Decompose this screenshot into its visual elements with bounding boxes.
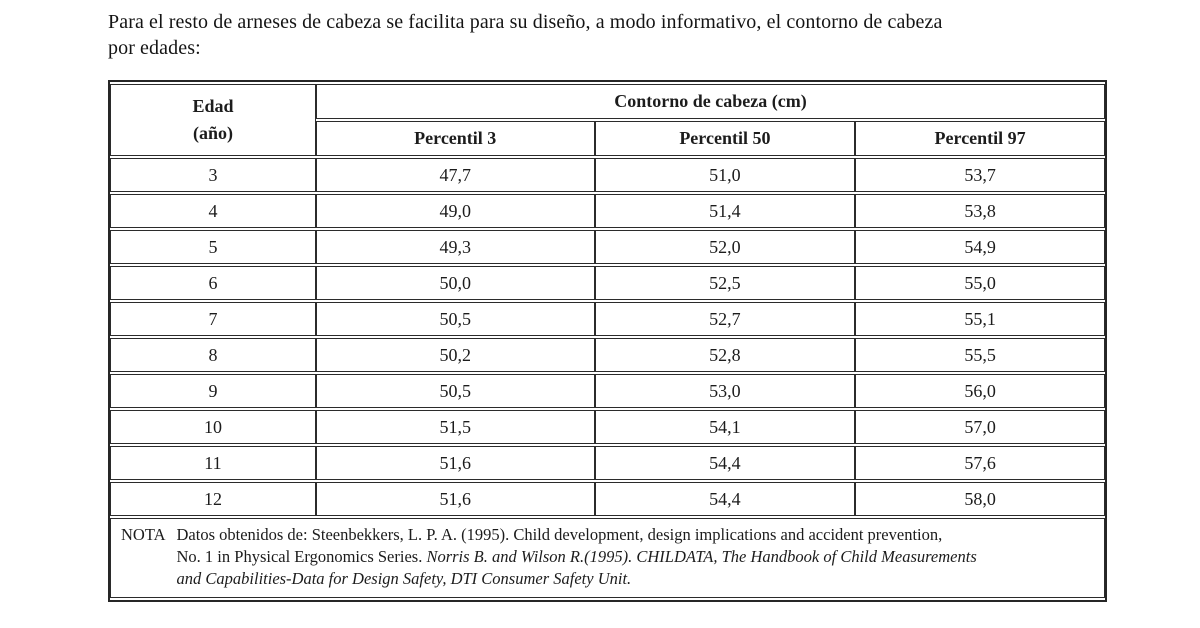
table-row: 10 51,5 54,1 57,0: [110, 410, 1105, 444]
percentil50-cell: 53,0: [594, 374, 856, 408]
nota-row: NOTA Datos obtenidos de: Steenbekkers, L…: [110, 518, 1105, 598]
intro-line-1: Para el resto de arneses de cabeza se fa…: [108, 11, 943, 33]
percentil50-cell: 52,7: [594, 302, 856, 336]
percentil3-cell: 51,5: [315, 410, 595, 444]
age-cell: 6: [110, 266, 316, 300]
header-row-percentiles: Percentil 3 Percentil 50 Percentil 97: [110, 121, 1105, 156]
header-row-group: Edad (año) Contorno de cabeza (cm): [110, 84, 1105, 156]
percentil50-cell: 52,0: [594, 230, 856, 264]
age-cell: 8: [110, 338, 316, 372]
percentil3-cell: 47,7: [315, 158, 595, 192]
table-row: 8 50,2 52,8 55,5: [110, 338, 1105, 372]
percentil3-cell: 51,6: [315, 446, 595, 480]
group-column-header: Contorno de cabeza (cm): [315, 84, 1105, 119]
intro-line-2: por edades:: [108, 37, 201, 59]
percentil97-cell: 53,7: [855, 158, 1105, 192]
percentil3-cell: 50,0: [315, 266, 595, 300]
table-row: 5 49,3 52,0 54,9: [110, 230, 1105, 264]
percentil97-cell: 55,5: [855, 338, 1105, 372]
nota-text: Datos obtenidos de: Steenbekkers, L. P. …: [177, 524, 1094, 590]
age-cell: 10: [110, 410, 316, 444]
age-cell: 3: [110, 158, 316, 192]
age-column-header: Edad (año): [110, 84, 316, 156]
percentil97-cell: 54,9: [855, 230, 1105, 264]
document-page: Para el resto de arneses de cabeza se fa…: [0, 9, 1200, 628]
nota-line: No. 1 in Physical Ergonomics Series. Nor…: [176, 547, 977, 566]
table-row: 12 51,6 54,4 58,0: [110, 482, 1105, 516]
percentil50-cell: 54,4: [594, 482, 856, 516]
percentil97-cell: 57,6: [855, 446, 1105, 480]
age-cell: 5: [110, 230, 316, 264]
percentil50-cell: 51,4: [594, 194, 856, 228]
percentil3-cell: 49,0: [315, 194, 595, 228]
table-row: 9 50,5 53,0 56,0: [110, 374, 1105, 408]
percentil3-column-header: Percentil 3: [315, 121, 595, 156]
head-circumference-table: Edad (año) Contorno de cabeza (cm) Perce…: [108, 80, 1107, 602]
percentil50-cell: 54,4: [594, 446, 856, 480]
age-cell: 11: [110, 446, 316, 480]
table-row: 6 50,0 52,5 55,0: [110, 266, 1105, 300]
table-body: 3 47,7 51,0 53,7 4 49,0 51,4 53,8 5 49,3 52,0 54,9 6…: [110, 158, 1105, 516]
age-header-line-2: (año): [192, 123, 233, 143]
percentil3-cell: 50,5: [315, 374, 595, 408]
age-cell: 12: [110, 482, 316, 516]
age-cell: 4: [110, 194, 316, 228]
age-cell: 7: [110, 302, 316, 336]
nota-line: Datos obtenidos de: Steenbekkers, L. P. …: [176, 525, 943, 544]
percentil97-cell: 53,8: [855, 194, 1105, 228]
table-row: 4 49,0 51,4 53,8: [110, 194, 1105, 228]
age-header-line-1: Edad: [192, 96, 234, 116]
table-header: Edad (año) Contorno de cabeza (cm) Perce…: [110, 84, 1105, 156]
percentil97-cell: 55,0: [855, 266, 1105, 300]
percentil3-cell: 50,5: [315, 302, 595, 336]
percentil97-cell: 57,0: [855, 410, 1105, 444]
table-row: 3 47,7 51,0 53,7: [110, 158, 1105, 192]
table-row: 11 51,6 54,4 57,6: [110, 446, 1105, 480]
nota-cell: NOTA Datos obtenidos de: Steenbekkers, L…: [110, 518, 1105, 598]
table-footer: NOTA Datos obtenidos de: Steenbekkers, L…: [110, 518, 1105, 598]
nota-label: NOTA: [121, 525, 166, 544]
age-cell: 9: [110, 374, 316, 408]
percentil50-cell: 52,5: [594, 266, 856, 300]
percentil97-cell: 56,0: [855, 374, 1105, 408]
intro-paragraph: Para el resto de arneses de cabeza se fa…: [108, 9, 1138, 61]
percentil50-cell: 52,8: [594, 338, 856, 372]
percentil50-column-header: Percentil 50: [594, 121, 856, 156]
table-row: 7 50,5 52,7 55,1: [110, 302, 1105, 336]
nota-line: and Capabilities-Data for Design Safety,…: [176, 569, 632, 588]
percentil97-cell: 55,1: [855, 302, 1105, 336]
percentil3-cell: 49,3: [315, 230, 595, 264]
percentil50-cell: 51,0: [594, 158, 856, 192]
percentil50-cell: 54,1: [594, 410, 856, 444]
percentil97-cell: 58,0: [855, 482, 1105, 516]
percentil3-cell: 51,6: [315, 482, 595, 516]
percentil97-column-header: Percentil 97: [855, 121, 1105, 156]
percentil3-cell: 50,2: [315, 338, 595, 372]
